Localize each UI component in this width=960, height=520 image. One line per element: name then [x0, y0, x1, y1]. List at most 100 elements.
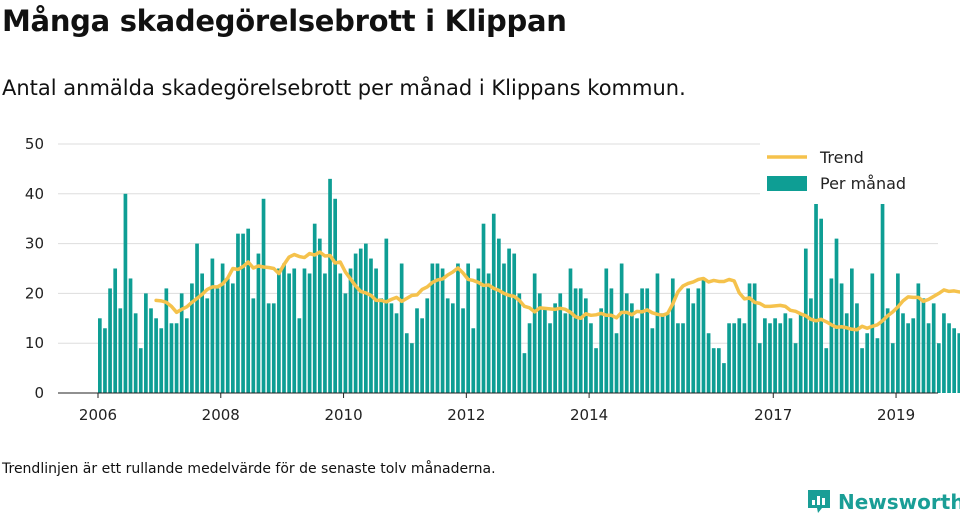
bar	[660, 313, 665, 393]
bar	[686, 288, 690, 393]
bar	[282, 263, 286, 393]
chart-title: Många skadegörelsebrott i Klippan	[2, 4, 567, 38]
bar	[138, 348, 143, 393]
bar	[650, 328, 655, 393]
bar	[210, 258, 215, 393]
bar	[752, 283, 757, 393]
bar	[98, 318, 102, 393]
bar	[445, 298, 450, 393]
bar	[379, 298, 384, 393]
bar	[957, 333, 960, 393]
bar	[190, 283, 194, 393]
bar	[635, 318, 639, 393]
bar	[384, 238, 389, 393]
bar	[655, 273, 660, 393]
bar	[149, 308, 153, 393]
legend-bar-label: Per månad	[820, 174, 906, 193]
bar	[353, 253, 358, 393]
bar	[763, 318, 767, 393]
bar	[532, 273, 537, 393]
bar	[307, 273, 312, 393]
bar	[737, 318, 742, 393]
bar	[645, 288, 650, 393]
bar	[931, 303, 936, 393]
bar	[824, 348, 829, 393]
bar	[461, 308, 465, 393]
y-tick-label: 20	[25, 284, 44, 302]
bar	[476, 268, 481, 393]
legend-background	[760, 142, 938, 204]
bar	[614, 333, 619, 393]
bar	[757, 343, 762, 393]
x-tick-label: 2017	[754, 406, 792, 424]
bar	[450, 303, 455, 393]
bar	[456, 263, 460, 393]
y-tick-label: 40	[25, 185, 44, 203]
bar	[711, 348, 716, 393]
bar	[507, 248, 511, 393]
chart-svg: 0102030405020062008201020122014201720192…	[25, 135, 960, 424]
bar	[323, 273, 327, 393]
trend-series	[154, 250, 960, 332]
bar	[630, 303, 634, 393]
bar	[543, 308, 547, 393]
axes: 0102030405020062008201020122014201720192…	[25, 135, 938, 424]
legend: Trend Per månad	[760, 142, 938, 204]
bar	[553, 303, 557, 393]
bar	[466, 263, 471, 393]
bar	[328, 178, 332, 393]
legend-bar-swatch	[767, 176, 807, 191]
bar	[747, 283, 752, 393]
bar	[159, 328, 164, 393]
bar	[921, 298, 926, 393]
bar	[128, 278, 133, 393]
bar	[896, 273, 900, 393]
y-tick-label: 10	[25, 334, 44, 352]
bar	[624, 293, 629, 393]
bar	[410, 343, 414, 393]
bar	[522, 353, 527, 393]
bar	[701, 278, 706, 393]
bar	[364, 243, 368, 393]
x-tick-label: 2006	[79, 406, 117, 424]
bar	[834, 238, 839, 393]
bar	[696, 288, 701, 393]
bar	[517, 293, 522, 393]
bar	[220, 263, 225, 393]
bar	[348, 268, 353, 393]
bar	[502, 263, 506, 393]
bar	[619, 263, 624, 393]
bar	[890, 343, 895, 393]
bar	[589, 323, 593, 393]
bar	[497, 238, 501, 393]
bar	[369, 258, 373, 393]
bar	[558, 293, 563, 393]
brand-logo[interactable]: Newsworthy	[806, 488, 960, 516]
bar	[742, 323, 747, 393]
bar	[333, 198, 337, 393]
bar	[486, 273, 491, 393]
bar	[773, 318, 777, 393]
bar	[578, 288, 583, 393]
bar	[123, 193, 128, 393]
bar	[885, 308, 890, 393]
bar	[583, 298, 588, 393]
bar	[277, 268, 281, 393]
legend-trend-label: Trend	[819, 148, 864, 167]
bar	[670, 278, 675, 393]
bar	[481, 223, 486, 393]
bar	[604, 268, 609, 393]
bar	[855, 303, 859, 393]
bar	[246, 228, 251, 393]
bar	[809, 298, 813, 393]
bar	[205, 298, 210, 393]
bar	[717, 348, 721, 393]
bar	[394, 313, 399, 393]
trend-line	[154, 250, 960, 332]
bar	[901, 313, 905, 393]
bar	[865, 333, 870, 393]
bar	[548, 323, 552, 393]
bar	[292, 268, 297, 393]
x-tick-label: 2010	[324, 406, 362, 424]
bar	[594, 348, 598, 393]
